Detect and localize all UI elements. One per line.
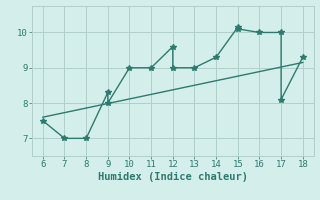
X-axis label: Humidex (Indice chaleur): Humidex (Indice chaleur) [98,172,248,182]
